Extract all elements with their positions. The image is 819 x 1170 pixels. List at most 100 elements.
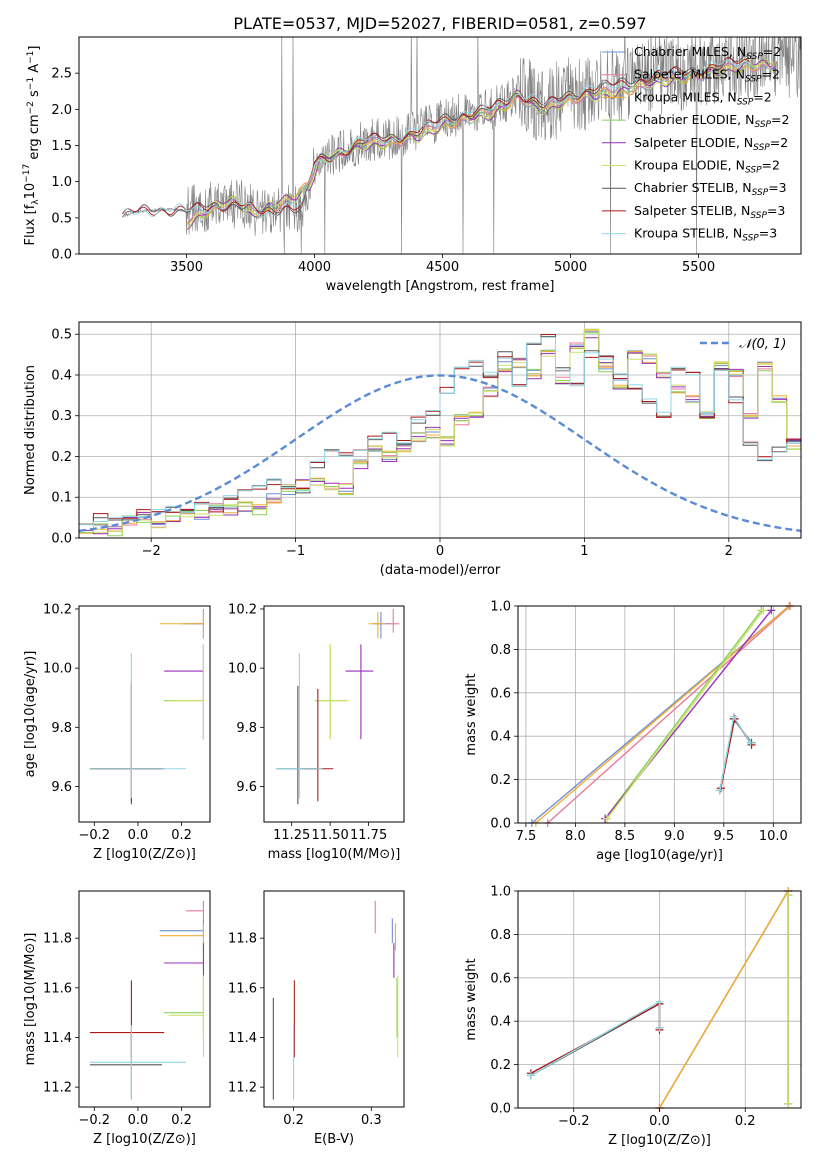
y-tick-label: 9.6: [236, 780, 257, 795]
normal-curve-line: [78, 374, 802, 533]
legend-label-tail: =2: [770, 135, 788, 150]
y-tick-label: 9.8: [236, 721, 257, 736]
y-tick-label: 0.0: [51, 532, 72, 547]
x-tick-label: 0.2: [171, 828, 192, 843]
weight-marker: [767, 606, 776, 615]
legend-label: Chabrier STELIB, NSSP=3: [634, 180, 787, 198]
model-spectrum-line: [186, 59, 776, 230]
x-tick-label: 9.5: [713, 829, 734, 844]
y-tick-label: 0.5: [51, 211, 72, 226]
x-tick-label: 4500: [426, 260, 459, 275]
chart-weight-vs-metallicity: −0.2 0.0 0.2 0.0 0.2 0.4 0.6 0.8 1.0 Z [log10(Z/Z…: [464, 885, 802, 1148]
histogram-step-line: [79, 332, 801, 537]
x-tick-label: 11.50: [312, 828, 349, 843]
weight-line: [606, 609, 764, 820]
x-tick-label: 10.0: [759, 829, 788, 844]
x-tick-label: 8.0: [565, 829, 586, 844]
y-tick-label: 2.0: [51, 103, 72, 118]
x-tick-label: 0: [436, 544, 444, 559]
legend-label-base: Chabrier STELIB, N: [634, 180, 752, 195]
legend-label: Chabrier ELODIE, NSSP=2: [634, 112, 789, 130]
chart-spectrum: 3500 4000 4500 5000 5500 0.0 0.5 1.0 1.5 2.0 2.5 wa…: [22, 36, 802, 294]
y-tick-label: 11.6: [43, 981, 72, 996]
legend-label-base: Salpeter STELIB, N: [634, 203, 750, 218]
legend-label-base: Salpeter ELODIE, N: [634, 135, 753, 150]
legend-label-base: Chabrier MILES, N: [634, 44, 746, 59]
histogram-step-line: [79, 329, 801, 528]
y-tick-label: 11.2: [43, 1081, 72, 1096]
legend-label-sub: SSP: [746, 52, 763, 62]
legend-label-sub: SSP: [737, 97, 754, 107]
y-tick-label: 1.0: [490, 885, 511, 900]
histogram-step-line: [79, 334, 801, 525]
y-tick-label: 0.4: [51, 368, 72, 383]
y-tick-label: 11.4: [43, 1031, 72, 1046]
x-tick-label: 2: [725, 544, 733, 559]
y-tick-label: 0.2: [490, 773, 511, 788]
x-axis-label: Z [log10(Z/Z⊙)]: [93, 847, 196, 862]
x-tick-label: 9.0: [664, 829, 685, 844]
axes-frame: [78, 890, 211, 1108]
legend-label-base: Chabrier ELODIE, N: [634, 112, 754, 127]
legend-label-sub: SSP: [750, 211, 767, 221]
x-tick-label: 11.75: [350, 828, 387, 843]
y-axis-label-part: −1: [26, 77, 36, 90]
legend-label-tail: =2: [753, 89, 771, 104]
y-tick-label: 11.8: [228, 932, 257, 947]
model-spectrum-line: [186, 59, 776, 230]
y-tick-label: 0.0: [490, 1102, 511, 1117]
y-axis-label-part: −17: [22, 164, 32, 183]
x-axis-label: (data-model)/error: [380, 563, 501, 578]
weight-marker: [603, 814, 612, 823]
legend-label-tail: =2: [763, 44, 781, 59]
y-axis-label-part: −1: [26, 51, 36, 64]
y-axis-label: mass weight: [464, 958, 479, 1040]
y-tick-label: 10.0: [43, 662, 72, 677]
y-tick-label: 0.4: [490, 730, 511, 745]
legend-label-sub: SSP: [745, 166, 762, 176]
y-axis-label-part: 10: [23, 183, 38, 200]
y-tick-label: 0.0: [51, 248, 72, 263]
weight-marker: [747, 740, 756, 749]
legend-label-tail: =3: [768, 180, 786, 195]
y-axis-label-part: s: [27, 90, 42, 101]
legend-label-sub: SSP: [753, 143, 770, 153]
axes-frame: [263, 890, 405, 1108]
x-tick-label: −2: [142, 544, 161, 559]
y-tick-label: 11.8: [43, 932, 72, 947]
chart-mass-vs-ebv: 0.2 0.3 11.2 11.4 11.6 11.8 E(B-V): [228, 890, 405, 1147]
y-tick-label: 0.6: [490, 971, 511, 986]
legend-label-sub: SSP: [742, 234, 759, 244]
legend-label-sub: SSP: [752, 188, 769, 198]
y-tick-label: 0.6: [490, 686, 511, 701]
x-tick-label: 5500: [682, 260, 715, 275]
x-axis-label: Z [log10(Z/Z⊙)]: [608, 1133, 711, 1148]
y-axis-label: Flux [fλ10−17 erg cm−2 s−1 A−1]: [22, 46, 42, 246]
chart-age-vs-metallicity: −0.2 0.0 0.2 9.6 9.8 10.0 10.2 Z [log10(Z/Z⊙)] a…: [23, 602, 211, 862]
weight-marker: [759, 606, 768, 615]
y-tick-label: 1.5: [51, 139, 72, 154]
histogram-step-line: [79, 331, 801, 528]
y-axis-label-part: ]: [27, 46, 42, 51]
legend-label-tail: =2: [762, 158, 780, 173]
y-tick-label: 0.1: [51, 491, 72, 506]
x-tick-label: −0.2: [78, 1113, 110, 1128]
x-tick-label: −0.2: [78, 828, 110, 843]
chart-residuals: −2 −1 0 1 2 0.0 0.1 0.2 0.3 0.4 0.5 (data-model)/er…: [23, 321, 802, 578]
legend-label: Chabrier MILES, NSSP=2: [634, 44, 781, 62]
x-tick-label: 0.0: [128, 1113, 149, 1128]
y-axis-label: mass weight: [464, 673, 479, 755]
legend-label-sub: SSP: [745, 75, 762, 85]
y-axis-label: age [log10(age/yr)]: [23, 651, 38, 778]
weight-line: [535, 605, 790, 824]
legend-label-base: Kroupa ELODIE, N: [634, 158, 745, 173]
legend-label: Kroupa ELODIE, NSSP=2: [634, 158, 780, 176]
y-tick-label: 0.5: [51, 328, 72, 343]
legend-label: Salpeter MILES, NSSP=2: [634, 67, 780, 85]
legend-label: Kroupa MILES, NSSP=2: [634, 89, 772, 107]
y-tick-label: 0.8: [490, 928, 511, 943]
y-axis-label: Normed distribution: [23, 365, 38, 495]
x-axis-label: E(B-V): [314, 1132, 354, 1147]
y-axis-label-part: λ: [31, 199, 41, 205]
